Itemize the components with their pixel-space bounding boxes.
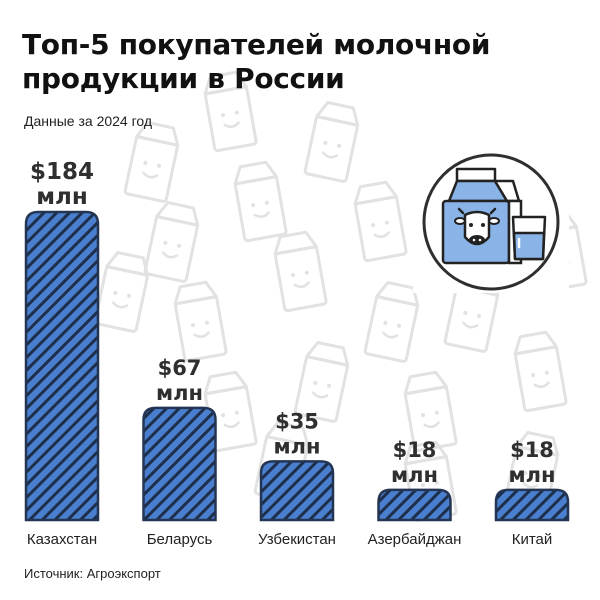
- bar-unit-label: млн: [36, 184, 88, 210]
- bar-unit-label: млн: [391, 463, 438, 487]
- bar-3: [377, 488, 452, 522]
- background-carton-icon: [143, 201, 200, 283]
- bar-2: [259, 460, 335, 522]
- bar-4: [494, 488, 570, 522]
- bar-unit-label: млн: [508, 463, 555, 487]
- bar-value-label: $67: [158, 356, 202, 380]
- bar-value-label: $18: [510, 438, 554, 462]
- chart-title-line-2: продукции в России: [22, 62, 345, 95]
- background-carton-icon: [173, 280, 228, 363]
- bar-value-label: $184: [30, 159, 94, 185]
- bar-1: [142, 406, 217, 522]
- category-label: Узбекистан: [258, 531, 336, 548]
- background-carton-icon: [93, 251, 150, 333]
- bar-0: [24, 210, 100, 522]
- chart-title: Топ-5 покупателей молочной продукции в Р…: [22, 28, 582, 96]
- background-carton-icon: [123, 121, 180, 203]
- chart-title-line-1: Топ-5 покупателей молочной: [22, 28, 491, 61]
- bar-value-label: $18: [393, 438, 437, 462]
- background-carton-icon: [513, 330, 568, 413]
- background-carton-icon: [403, 370, 458, 453]
- category-label: Казахстан: [27, 531, 97, 548]
- bar-unit-label: млн: [273, 434, 320, 458]
- background-carton-icon: [203, 70, 258, 153]
- category-label: Азербайджан: [368, 531, 462, 548]
- background-carton-icon: [233, 160, 288, 243]
- background-carton-icon: [293, 341, 350, 423]
- background-carton-icon: [353, 180, 408, 263]
- bar-value-label: $35: [275, 409, 319, 433]
- bar-unit-label: млн: [156, 381, 203, 405]
- background-carton-icon: [273, 230, 328, 313]
- background-carton-icon: [303, 101, 360, 183]
- source-note: Источник: Агроэкспорт: [24, 566, 161, 581]
- category-label: Беларусь: [147, 531, 213, 548]
- category-label: Китай: [512, 531, 553, 548]
- milk-carton-and-glass-icon: [413, 151, 569, 293]
- chart-subtitle: Данные за 2024 год: [24, 113, 153, 129]
